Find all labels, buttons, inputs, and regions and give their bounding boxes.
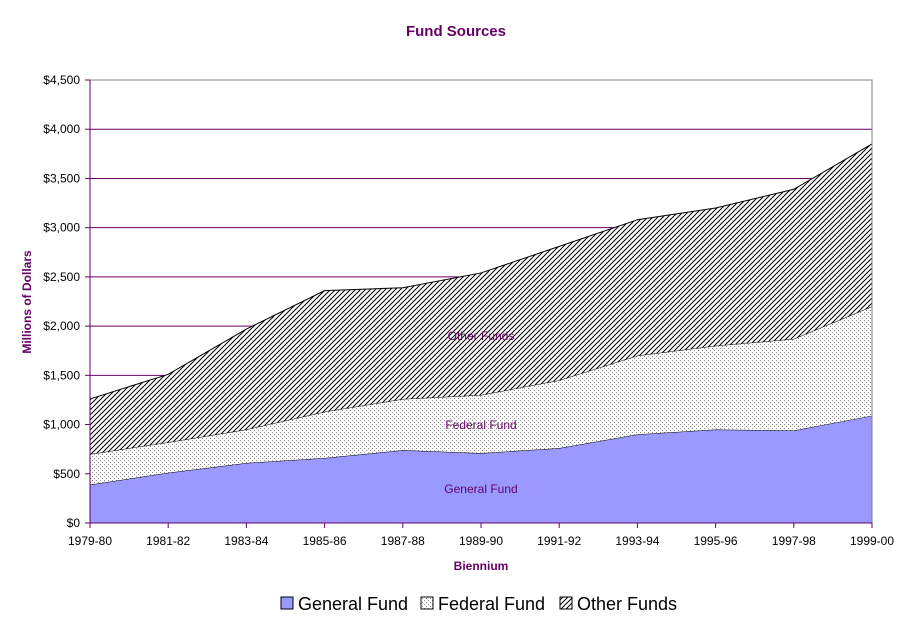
- x-tick-label: 1989-90: [459, 534, 503, 548]
- area-annotation: General Fund: [444, 482, 517, 496]
- x-tick-label: 1985-86: [303, 534, 347, 548]
- x-tick-label: 1991-92: [537, 534, 581, 548]
- y-tick-label: $3,500: [43, 171, 80, 185]
- legend-label: Other Funds: [577, 594, 677, 614]
- y-tick-label: $500: [53, 467, 80, 481]
- stacked-areas: [89, 143, 873, 523]
- area-annotation: Federal Fund: [445, 418, 516, 432]
- y-axis-ticks: $0 $500 $1,000 $1,500 $2,000 $2,500 $3,000 $3,5…: [43, 73, 90, 530]
- y-axis-title: Millions of Dollars: [20, 250, 34, 354]
- y-tick-label: $0: [67, 516, 81, 530]
- x-axis-ticks: 1979-80 1981-82 1983-84 1985-86 1987-88 1989-…: [68, 523, 894, 548]
- legend-label: Federal Fund: [438, 594, 545, 614]
- legend-swatch: [420, 596, 434, 610]
- x-tick-label: 1993-94: [615, 534, 659, 548]
- general-fund-area: [90, 415, 872, 523]
- area-annotation: Other Funds: [448, 329, 515, 343]
- y-tick-label: $3,000: [43, 221, 80, 235]
- y-tick-label: $4,500: [43, 73, 80, 87]
- x-tick-label: 1981-82: [146, 534, 190, 548]
- x-tick-label: 1979-80: [68, 534, 112, 548]
- chart-title: Fund Sources: [406, 23, 506, 40]
- legend-swatch: [280, 596, 294, 610]
- area-annotations: Other Funds Federal Fund General Fund: [444, 329, 517, 496]
- x-tick-label: 1999-00: [850, 534, 894, 548]
- legend: General Fund Federal Fund Other Funds: [280, 594, 677, 614]
- y-tick-label: $4,000: [43, 122, 80, 136]
- other-funds-area-edge: [89, 143, 873, 400]
- legend-label: General Fund: [298, 594, 408, 614]
- y-tick-label: $1,500: [43, 368, 80, 382]
- legend-swatch: [559, 596, 573, 610]
- x-axis-title: Biennium: [454, 559, 509, 573]
- x-tick-label: 1997-98: [772, 534, 816, 548]
- other-funds-area: [90, 143, 872, 455]
- x-tick-label: 1995-96: [694, 534, 738, 548]
- x-tick-label: 1987-88: [381, 534, 425, 548]
- y-tick-label: $1,000: [43, 418, 80, 432]
- y-tick-label: $2,500: [43, 270, 80, 284]
- y-tick-label: $2,000: [43, 319, 80, 333]
- x-tick-label: 1983-84: [224, 534, 268, 548]
